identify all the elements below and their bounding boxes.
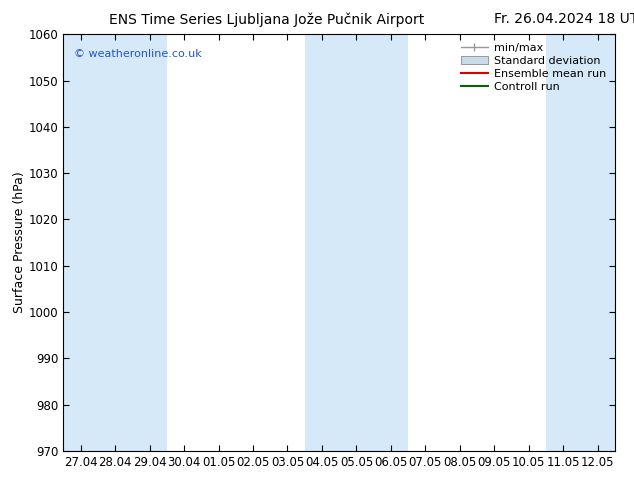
Bar: [305, 34, 339, 451]
Text: ENS Time Series Ljubljana Jože Pučnik Airport: ENS Time Series Ljubljana Jože Pučnik Ai…: [108, 12, 424, 27]
Text: © weatheronline.co.uk: © weatheronline.co.uk: [74, 49, 202, 59]
Bar: [133, 34, 167, 451]
Bar: [546, 34, 581, 451]
Bar: [63, 34, 98, 451]
Bar: [373, 34, 408, 451]
Y-axis label: Surface Pressure (hPa): Surface Pressure (hPa): [13, 172, 26, 314]
Bar: [339, 34, 373, 451]
Legend: min/max, Standard deviation, Ensemble mean run, Controll run: min/max, Standard deviation, Ensemble me…: [457, 40, 609, 95]
Bar: [581, 34, 615, 451]
Text: Fr. 26.04.2024 18 UTC: Fr. 26.04.2024 18 UTC: [494, 12, 634, 26]
Bar: [98, 34, 133, 451]
